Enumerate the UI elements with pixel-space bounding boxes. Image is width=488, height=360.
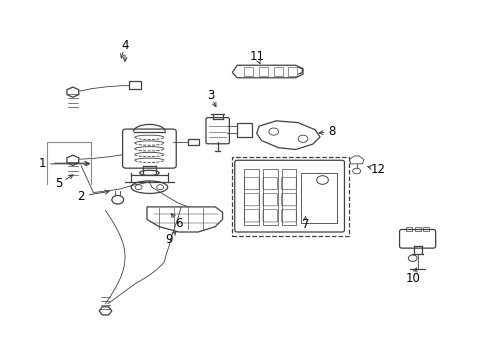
Text: 11: 11 <box>249 50 264 63</box>
Bar <box>405 227 411 231</box>
Text: 9: 9 <box>165 233 172 246</box>
Bar <box>244 67 253 76</box>
Bar <box>129 81 141 89</box>
Text: 5: 5 <box>56 177 63 190</box>
Text: 2: 2 <box>77 190 85 203</box>
Bar <box>423 227 428 231</box>
Bar <box>188 139 199 145</box>
Text: 4: 4 <box>121 39 128 52</box>
Bar <box>263 169 277 225</box>
Bar <box>300 173 336 223</box>
Bar <box>414 227 420 231</box>
Bar <box>288 67 297 76</box>
Bar <box>244 169 259 225</box>
Text: 3: 3 <box>206 89 214 102</box>
Text: 7: 7 <box>301 218 308 231</box>
Text: 8: 8 <box>328 125 335 138</box>
Text: 1: 1 <box>39 157 46 170</box>
Bar <box>281 169 296 225</box>
Text: 6: 6 <box>175 216 182 230</box>
Bar <box>237 123 251 137</box>
Bar <box>232 157 348 235</box>
Bar <box>259 67 267 76</box>
Bar <box>273 67 282 76</box>
Text: 12: 12 <box>370 163 386 176</box>
Text: 10: 10 <box>405 272 419 285</box>
